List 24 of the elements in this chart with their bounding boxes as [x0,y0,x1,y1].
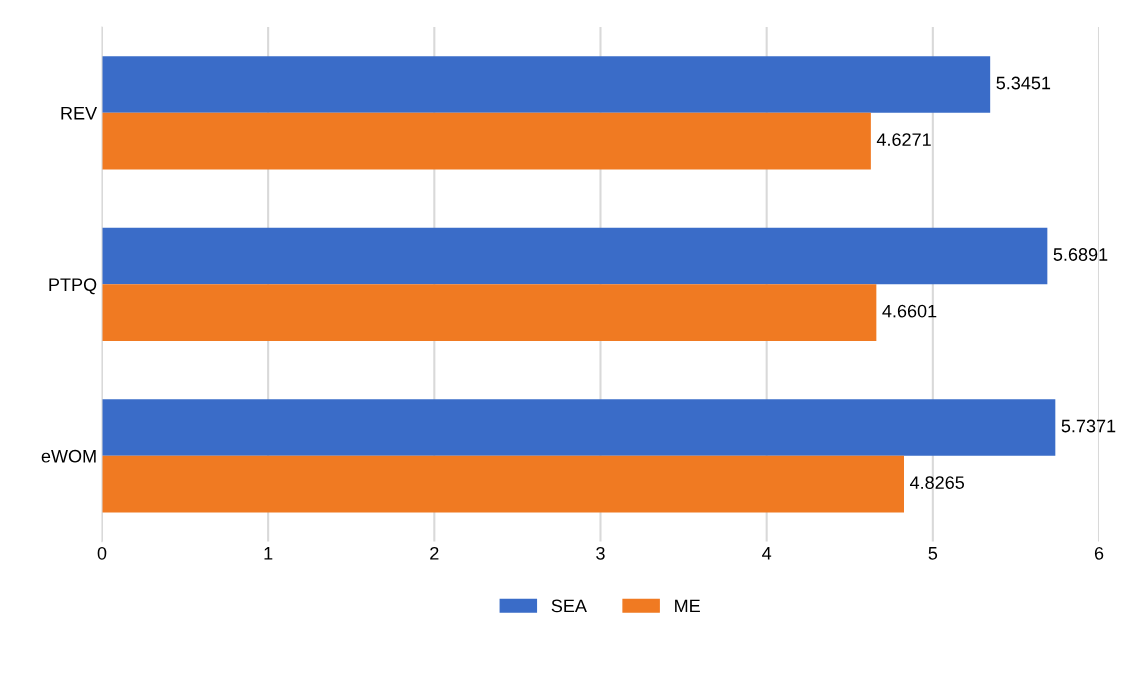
bar [101,56,991,113]
data-label: 4.8265 [909,476,965,489]
data-label: 5.7371 [1061,419,1116,433]
x-tick-label: 4 [762,547,772,560]
data-label: 5.6891 [1053,248,1108,261]
data-label: 4.6601 [882,304,937,318]
legend-label: SEA [551,599,587,613]
x-tick-label: 1 [264,547,273,560]
y-tick-label: PTPQ [49,278,97,295]
y-tick-label: REV [61,106,98,120]
bar [101,455,905,513]
x-tick-label: 5 [928,547,938,560]
data-label: 4.6271 [876,133,931,146]
x-tick-label: 0 [97,546,107,560]
bar [101,227,1048,285]
bar [101,399,1056,456]
legend-label: ME [675,599,700,613]
data-label: 5.3451 [996,76,1051,90]
bar [101,284,877,341]
x-tick-label: 2 [430,546,439,560]
y-tick-label: eWOM [41,449,96,463]
bar [101,112,871,170]
x-tick-label: 3 [596,546,605,560]
x-tick-label: 6 [1094,546,1104,560]
